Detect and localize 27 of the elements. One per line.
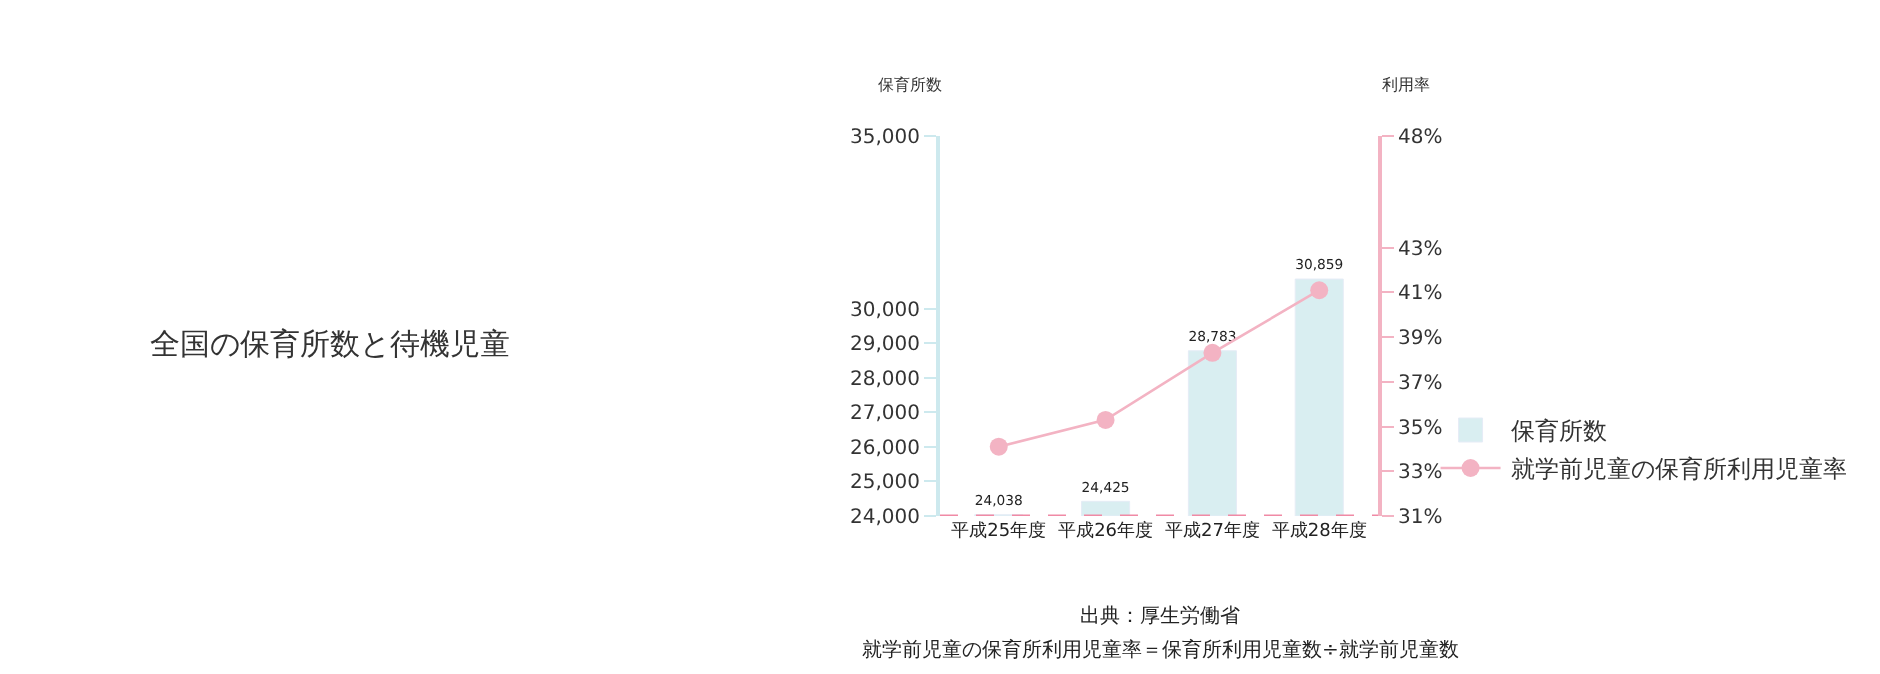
y-axis-title: 保育所数 bbox=[878, 76, 942, 94]
text: 就学前児童の保育所利用児童率＝保育所利用児童数÷就学前児童数 bbox=[862, 638, 1459, 662]
y-tick-label: 35,000 bbox=[850, 127, 920, 149]
y-tick-label: 26,000 bbox=[850, 437, 920, 460]
legend-label: 就学前児童の保育所利用児童率 bbox=[1510, 455, 1847, 484]
y2-tick-label: 39% bbox=[1398, 328, 1443, 351]
y2-tick-label: 43% bbox=[1398, 238, 1443, 261]
y2-axis-title: 利用率 bbox=[1382, 76, 1430, 94]
source-note: 出典：厚生労働省 bbox=[1080, 604, 1240, 628]
x-tick-label: 平成27年度 bbox=[1164, 520, 1260, 542]
x-tick-label: 平成26年度 bbox=[1058, 520, 1154, 542]
y-tick-label: 29,000 bbox=[850, 334, 920, 357]
y-tick-label: 24,000 bbox=[850, 507, 920, 529]
y-tick-label: 27,000 bbox=[850, 403, 920, 426]
y2-tick-label: 41% bbox=[1398, 283, 1443, 306]
legend-label: 保育所数 bbox=[1510, 417, 1607, 446]
y2-tick-label: 35% bbox=[1398, 417, 1443, 440]
y-tick-label: 25,000 bbox=[850, 472, 920, 495]
y2-tick-label: 37% bbox=[1398, 372, 1443, 395]
text: 全国の保育所数と待機児童 bbox=[150, 326, 511, 363]
y2-tick-label: 48% bbox=[1398, 127, 1443, 149]
x-tick-label: 平成25年度 bbox=[951, 520, 1047, 542]
y2-tick-label: 31% bbox=[1398, 507, 1443, 529]
x-tick-label: 平成28年度 bbox=[1271, 520, 1367, 542]
y-tick-label: 28,000 bbox=[850, 368, 920, 391]
y-tick-label: 30,000 bbox=[850, 299, 920, 322]
y2-tick-label: 33% bbox=[1398, 462, 1443, 485]
